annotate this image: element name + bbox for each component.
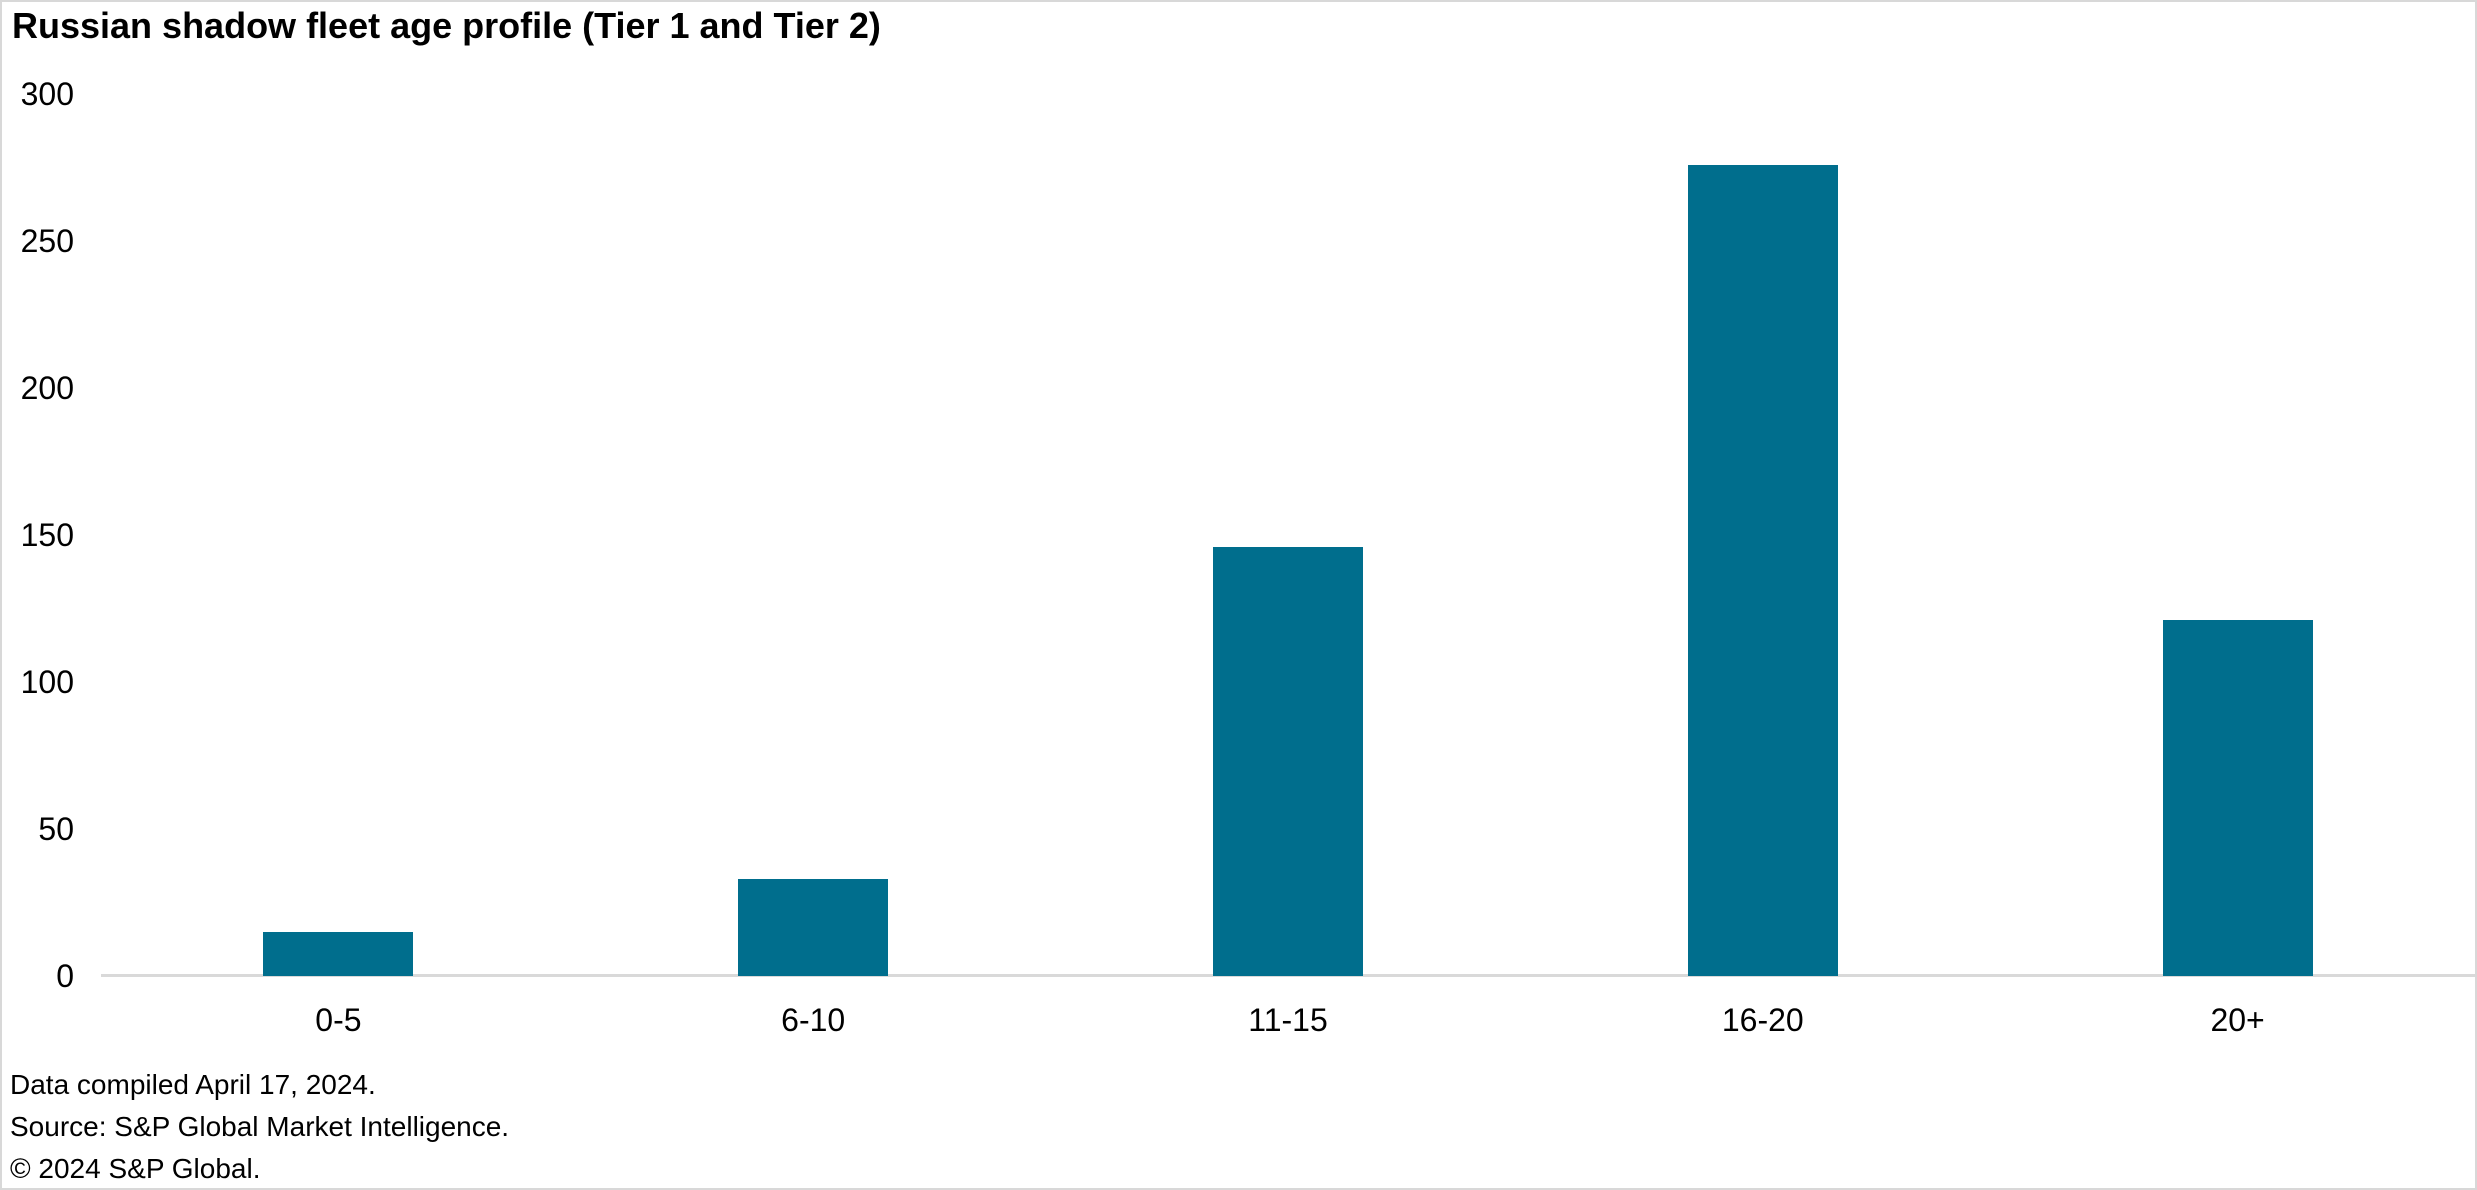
bar-6-10	[738, 878, 889, 976]
footer: Data compiled April 17, 2024. Source: S&…	[10, 1064, 510, 1188]
chart-title: Russian shadow fleet age profile (Tier 1…	[12, 5, 881, 46]
y-axis-tick-label: 0	[56, 958, 74, 994]
plot-area	[101, 94, 2475, 977]
bar-20+	[2162, 620, 2313, 976]
footer-copyright: © 2024 S&P Global.	[10, 1153, 261, 1184]
y-axis-tick-label: 50	[38, 811, 74, 847]
footer-source: Source: S&P Global Market Intelligence.	[10, 1111, 510, 1142]
y-axis-tick-label: 150	[20, 517, 74, 553]
bar-16-20	[1687, 164, 1838, 976]
bar-11-15	[1213, 546, 1363, 976]
y-axis-tick-label: 300	[20, 76, 74, 112]
bar-0-5	[263, 931, 414, 976]
y-axis-tick-label: 100	[20, 664, 74, 700]
x-axis-category-label: 11-15	[1248, 1002, 1328, 1038]
y-axis-tick-label: 250	[20, 223, 74, 259]
footer-compiled-date: Data compiled April 17, 2024.	[10, 1069, 376, 1100]
x-axis-category-label: 0-5	[315, 1002, 362, 1038]
x-axis-category-label: 20+	[2210, 1002, 2265, 1038]
x-axis-category-label: 6-10	[781, 1002, 846, 1038]
y-axis: 0 50 100 150 200 250 300	[2, 2, 74, 1188]
x-axis-category-label: 16-20	[1721, 1002, 1804, 1038]
y-axis-tick-label: 200	[20, 370, 74, 406]
